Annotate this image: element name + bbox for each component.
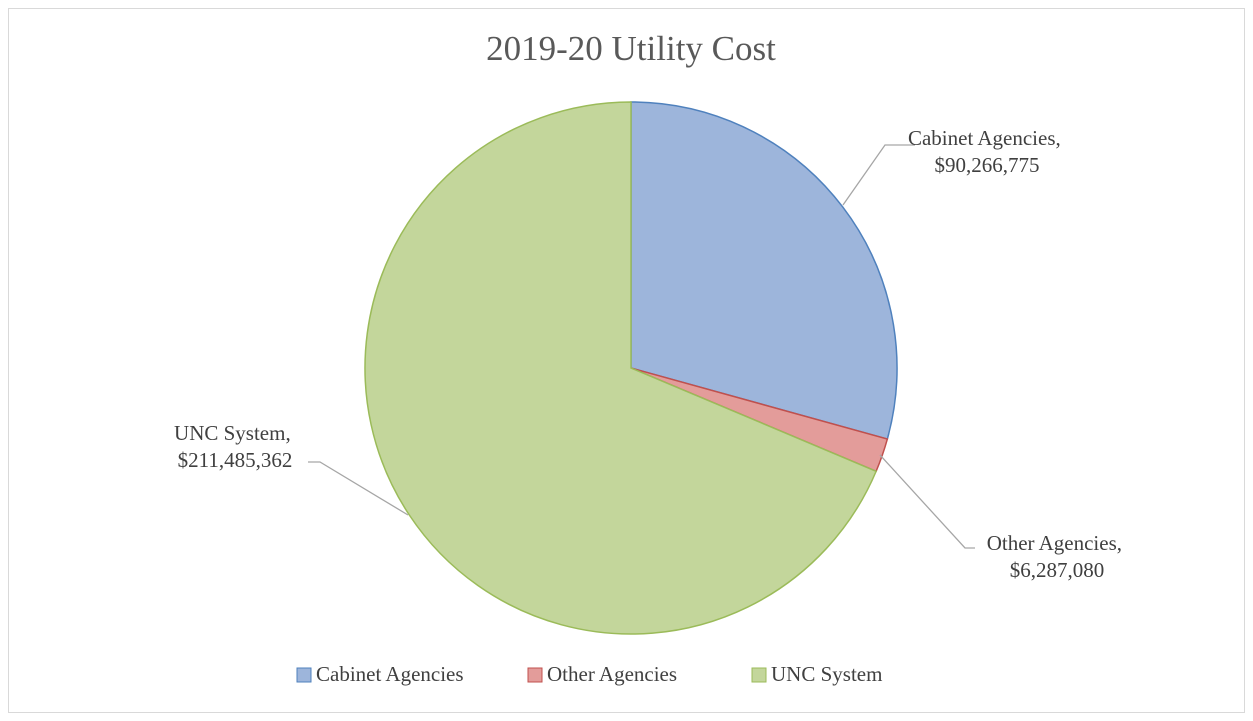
legend-label: UNC System [771,662,882,686]
legend-swatch [296,667,312,683]
pie-slice [364,101,878,635]
leader-line [879,454,975,549]
data-label-line: $6,287,080 [1010,558,1105,582]
data-label: Other Agencies, $6,287,080 [987,531,1128,582]
data-label-line: Other Agencies, [987,531,1128,555]
data-label: Cabinet Agencies, $90,266,775 [908,126,1066,177]
legend-label: Other Agencies [547,662,677,686]
leader-line [308,461,409,516]
chart-title: 2019-20 Utility Cost [486,29,776,68]
leader-line [842,144,915,206]
data-label-line: $211,485,362 [178,448,293,472]
data-label-line: Cabinet Agencies, [908,126,1066,150]
data-label-line: UNC System, [174,421,296,445]
legend-swatch [527,667,543,683]
data-label: UNC System, $211,485,362 [174,421,296,472]
legend-label: Cabinet Agencies [316,662,464,686]
pie-slice [630,101,898,440]
data-label-line: $90,266,775 [935,153,1040,177]
legend-swatch [751,667,767,683]
